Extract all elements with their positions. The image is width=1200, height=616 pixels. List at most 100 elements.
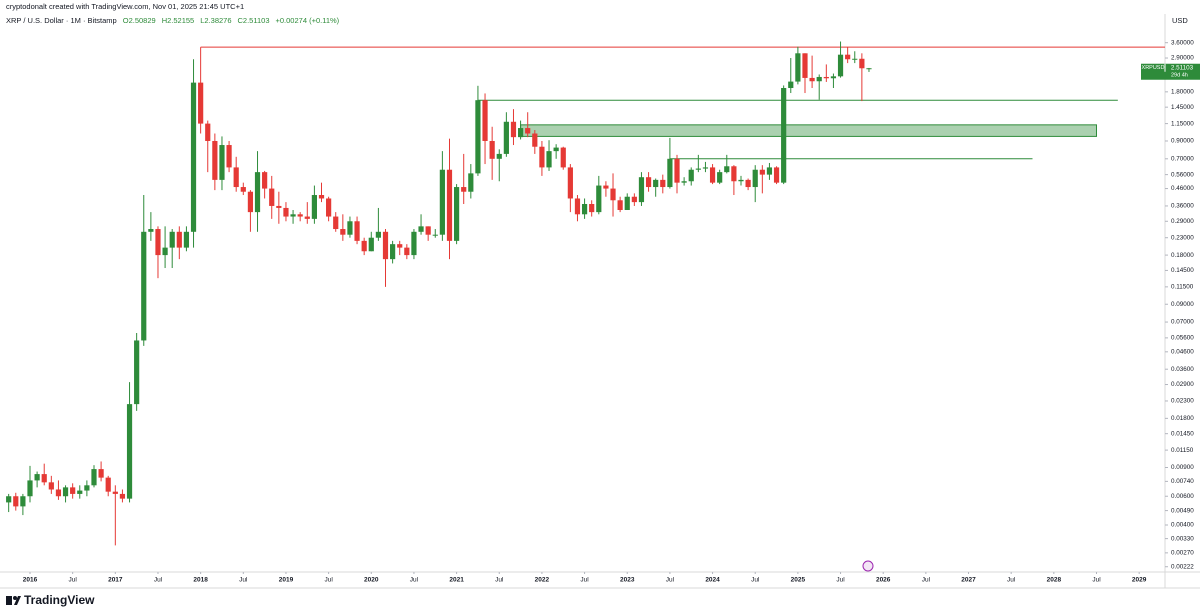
candle-body	[382, 231, 389, 260]
candle-body	[169, 231, 175, 248]
candle-body	[254, 172, 261, 213]
candle-body	[745, 179, 751, 188]
candle-body	[525, 128, 531, 134]
candle-body	[148, 229, 154, 232]
candle-body	[162, 247, 168, 256]
candle-body	[681, 181, 687, 183]
candle-body	[461, 187, 467, 192]
candle-body	[368, 237, 374, 252]
axis-unit: USD	[1172, 16, 1188, 25]
candle-body	[62, 487, 69, 497]
plot: 3.60000 2.90000 1.80000 1.45000 1.15000 0.900…	[6, 39, 1200, 584]
candle-body	[247, 191, 254, 213]
y-tick-label: 0.01800	[1171, 415, 1194, 422]
candle-body	[709, 167, 716, 183]
candle-body	[496, 153, 502, 159]
candle-body	[432, 234, 438, 236]
y-tick-label: 1.80000	[1171, 89, 1194, 96]
candle-body	[20, 496, 26, 507]
candle-body	[176, 231, 182, 248]
y-tick-label: 0.36000	[1171, 203, 1194, 210]
candle-body	[830, 76, 837, 79]
candle-body	[105, 477, 111, 492]
candle-body	[112, 491, 118, 494]
candle-body	[759, 169, 765, 175]
candle-body	[6, 496, 12, 503]
y-tick-label: 0.23000	[1171, 234, 1194, 241]
candle-body	[795, 53, 801, 82]
logo-mark	[13, 596, 17, 600]
price-tag-countdown: 29d 4h	[1171, 73, 1188, 79]
candle-body	[539, 146, 545, 168]
candle-body	[717, 172, 723, 183]
y-tick-label: 0.00900	[1171, 464, 1194, 471]
candle-body	[489, 140, 495, 159]
event-icon	[862, 560, 874, 572]
candle-body	[226, 145, 232, 168]
x-tick-label: 2016	[23, 577, 38, 584]
candle-body	[859, 58, 865, 69]
y-tick-label: 0.05600	[1171, 335, 1194, 342]
candle-body	[816, 76, 822, 82]
candle-body	[240, 187, 246, 192]
candle-body	[482, 100, 488, 141]
y-tick-label: 0.00222	[1171, 563, 1194, 570]
candle-body	[91, 469, 97, 486]
y-tick-label: 0.00400	[1171, 522, 1194, 529]
ohlc-value: L2.38276	[200, 16, 231, 25]
candle-body	[183, 231, 190, 248]
candle-body	[276, 205, 282, 208]
candle-body	[98, 469, 104, 478]
candle-body	[773, 167, 780, 183]
credit: cryptodonalt created with TradingView.co…	[6, 2, 244, 11]
y-tick-label: 0.00740	[1171, 478, 1194, 485]
candle-body	[155, 229, 161, 256]
candle-body	[738, 179, 744, 182]
y-tick-label: 0.11500	[1171, 284, 1194, 291]
candle-body	[126, 404, 133, 499]
candle-body	[532, 133, 538, 147]
candle-body	[404, 247, 410, 256]
y-tick-label: 0.00600	[1171, 493, 1194, 500]
candle-body	[361, 240, 367, 252]
candle-body	[205, 123, 211, 141]
candle-body	[27, 480, 33, 497]
candle-body	[617, 200, 623, 211]
x-tick-label: 2028	[1047, 577, 1062, 584]
candle-body	[340, 229, 346, 235]
ohlc-value: H2.52155	[162, 16, 195, 25]
ohlc-value: O2.50829	[123, 16, 156, 25]
y-tick-label: 0.90000	[1171, 138, 1194, 145]
candle-body	[418, 226, 424, 232]
candle-body	[190, 82, 197, 232]
candle-body	[375, 231, 381, 238]
x-tick-label: 2017	[108, 577, 123, 584]
candle-body	[70, 487, 76, 494]
event-icon-circle	[862, 560, 874, 572]
y-tick-label: 0.14500	[1171, 267, 1194, 274]
candle-body	[475, 100, 481, 174]
y-tick-label: 3.60000	[1171, 39, 1194, 46]
y-tick-label: 0.00270	[1171, 550, 1194, 557]
x-tick-label: Jul	[580, 577, 589, 584]
candle-body	[702, 167, 709, 169]
candle-body	[411, 231, 417, 256]
x-tick-label: Jul	[1007, 577, 1016, 584]
candle-body	[198, 82, 204, 124]
candle-body	[77, 490, 83, 494]
candle-body	[752, 169, 758, 188]
x-tick-label: 2020	[364, 577, 379, 584]
candle-body	[468, 173, 474, 192]
candle-body	[788, 81, 794, 89]
candle-body	[823, 76, 829, 79]
candle-body	[48, 482, 54, 490]
candle-body	[311, 195, 317, 219]
x-tick-label: Jul	[495, 577, 504, 584]
brand: TradingView	[24, 593, 95, 607]
candle-body	[212, 140, 218, 180]
x-tick-label: Jul	[239, 577, 248, 584]
candle-body	[567, 167, 573, 199]
